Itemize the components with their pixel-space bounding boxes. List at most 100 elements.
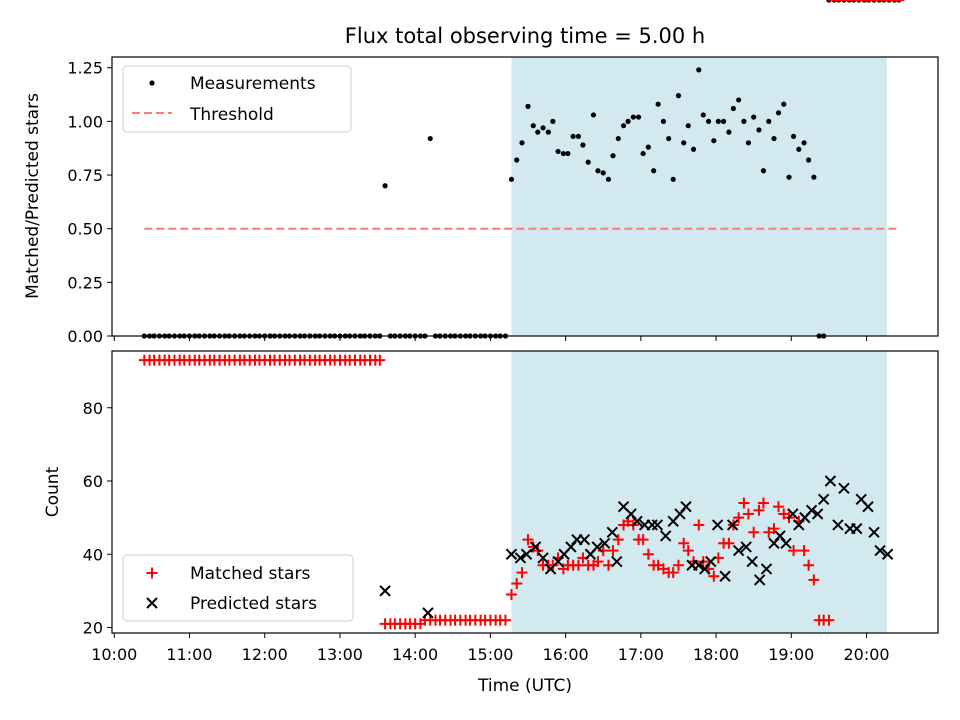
matched-star-point xyxy=(768,523,780,535)
measurement-point xyxy=(685,123,691,129)
predicted-star-point xyxy=(578,533,591,546)
measurement-point xyxy=(745,140,752,146)
matched-star-point xyxy=(748,526,760,538)
predicted-star-point xyxy=(862,500,874,513)
measurement-point xyxy=(530,123,536,129)
ratio-y-tick-label: 0.50 xyxy=(67,220,103,239)
matched-star-point xyxy=(693,519,705,531)
measurement-point xyxy=(640,150,646,157)
ratio-legend-box xyxy=(122,65,352,133)
measurement-point xyxy=(786,174,792,180)
counts-axes-frame xyxy=(111,350,939,634)
predicted-star-point xyxy=(746,555,758,568)
measurement-point xyxy=(760,168,767,174)
measurement-point xyxy=(741,118,747,124)
matched-star-point xyxy=(682,545,694,557)
matched-star-point xyxy=(808,574,820,586)
measurement-point xyxy=(525,103,531,109)
predicted-star-point xyxy=(719,570,731,582)
x-tick-label: 17:00 xyxy=(618,645,664,664)
matched-star-point xyxy=(723,537,735,549)
measurement-point xyxy=(775,110,782,116)
measurement-point xyxy=(766,118,772,124)
predicted-star-point xyxy=(379,585,391,597)
measurement-point xyxy=(585,159,591,165)
predicted-star-point xyxy=(631,515,643,528)
ratio-legend: Measurements Threshold xyxy=(122,65,352,133)
matched-star-point xyxy=(607,545,619,557)
legend-label-threshold: Threshold xyxy=(189,105,274,125)
x-tick-label: 11:00 xyxy=(166,645,212,664)
measurement-point xyxy=(600,170,606,176)
legend-marker-matched-stars xyxy=(146,567,158,579)
predicted-star-point xyxy=(832,519,844,531)
measurement-point xyxy=(655,101,661,107)
matched-star-point xyxy=(522,534,534,546)
predicted-star-point xyxy=(740,541,752,553)
counts-y-tick-label: 40 xyxy=(83,545,103,564)
measurement-point xyxy=(565,150,571,157)
measurement-point xyxy=(635,114,642,120)
ratio-y-axis-label: Matched/Predicted stars xyxy=(23,93,43,299)
counts-legend-box xyxy=(122,554,354,622)
predicted-star-point xyxy=(851,522,863,535)
counts-y-axis: 20 40 60 80 xyxy=(83,399,112,638)
matched-star-point xyxy=(612,534,624,546)
measurement-point xyxy=(555,148,561,155)
matched-star-point xyxy=(738,497,750,509)
matched-star-point xyxy=(499,614,511,626)
measurement-point xyxy=(696,67,702,73)
predicted-star-point xyxy=(780,537,792,549)
x-tick-label: 20:00 xyxy=(843,645,889,664)
matched-star-point xyxy=(672,559,684,571)
ratio-x-ticks xyxy=(113,336,868,341)
predicted-star-point xyxy=(659,530,672,542)
predicted-star-point xyxy=(705,555,717,568)
matched-star-point xyxy=(505,589,517,601)
matched-star-point xyxy=(788,545,800,557)
measurement-point xyxy=(427,135,433,142)
legend-label-matched-stars: Matched stars xyxy=(190,564,310,584)
measurement-point xyxy=(620,123,627,129)
matched-star-point xyxy=(511,578,523,590)
measurement-point xyxy=(625,118,631,124)
measurement-point xyxy=(535,129,541,135)
predicted-star-point xyxy=(611,555,623,568)
predicted-star-point xyxy=(591,541,603,553)
predicted-star-point xyxy=(651,519,664,531)
measurement-point xyxy=(790,133,797,140)
predicted-star-point xyxy=(422,607,434,619)
predicted-star-point xyxy=(505,548,518,560)
measurement-point xyxy=(705,118,712,124)
measurement-point xyxy=(595,168,601,174)
legend-label-predicted-stars: Predicted stars xyxy=(190,594,317,614)
measurement-point xyxy=(670,176,676,182)
measurement-point xyxy=(781,101,787,107)
x-tick-label: 18:00 xyxy=(693,645,739,664)
measurement-point xyxy=(675,93,682,99)
measurement-point xyxy=(771,135,777,142)
matched-star-point xyxy=(688,556,700,568)
x-tick-label: 10:00 xyxy=(91,645,137,664)
measurement-point xyxy=(560,150,566,157)
predicted-stars-series xyxy=(379,475,894,619)
measurement-point xyxy=(681,140,687,146)
predicted-star-point xyxy=(838,482,850,495)
ratio-y-axis: 0.00 0.25 0.50 0.75 1.00 1.25 xyxy=(67,59,112,346)
measurement-point xyxy=(615,135,621,142)
predicted-star-point xyxy=(874,544,886,557)
measurement-point xyxy=(630,114,636,120)
measurement-point xyxy=(796,146,802,152)
matched-star-point xyxy=(708,570,720,582)
measurement-point xyxy=(570,133,576,140)
legend-marker-measurements xyxy=(149,80,155,86)
ratio-y-tick-label: 0.00 xyxy=(67,327,103,346)
measurement-point xyxy=(736,97,742,103)
legend-label-measurements: Measurements xyxy=(190,74,316,94)
matched-star-point xyxy=(798,545,810,557)
measurement-point xyxy=(726,129,732,135)
matched-star-point xyxy=(642,548,654,560)
measurement-point xyxy=(545,129,551,135)
measurement-point xyxy=(508,176,515,182)
